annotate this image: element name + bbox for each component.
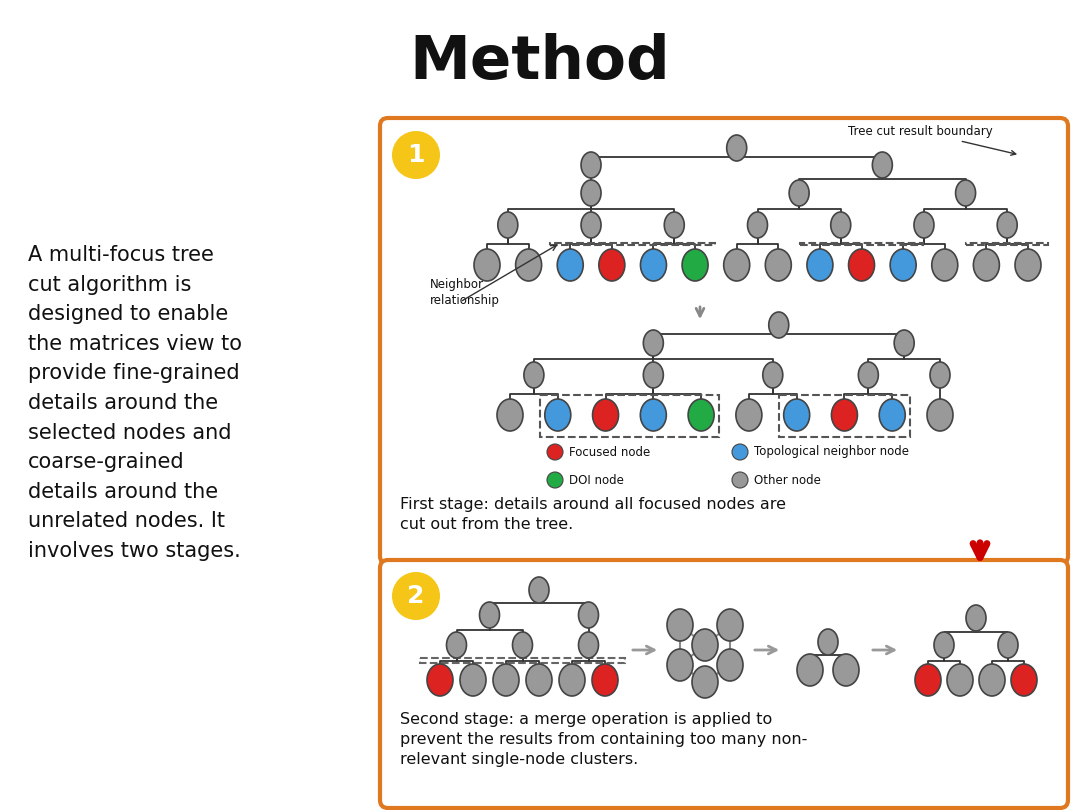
Ellipse shape bbox=[927, 399, 953, 431]
Ellipse shape bbox=[526, 664, 552, 696]
Ellipse shape bbox=[644, 362, 663, 388]
Ellipse shape bbox=[492, 664, 519, 696]
Ellipse shape bbox=[497, 399, 523, 431]
Ellipse shape bbox=[717, 649, 743, 681]
Ellipse shape bbox=[914, 212, 934, 238]
FancyBboxPatch shape bbox=[380, 560, 1068, 808]
Text: 1: 1 bbox=[407, 143, 424, 167]
Ellipse shape bbox=[515, 249, 541, 281]
Ellipse shape bbox=[593, 399, 619, 431]
Ellipse shape bbox=[932, 249, 958, 281]
Ellipse shape bbox=[460, 664, 486, 696]
Ellipse shape bbox=[894, 330, 914, 356]
Ellipse shape bbox=[956, 180, 975, 206]
Ellipse shape bbox=[727, 135, 746, 161]
Ellipse shape bbox=[873, 152, 892, 178]
Ellipse shape bbox=[579, 602, 598, 628]
Ellipse shape bbox=[890, 249, 916, 281]
Ellipse shape bbox=[640, 399, 666, 431]
Ellipse shape bbox=[766, 249, 792, 281]
Ellipse shape bbox=[797, 654, 823, 686]
FancyBboxPatch shape bbox=[380, 118, 1068, 564]
Ellipse shape bbox=[915, 664, 941, 696]
Ellipse shape bbox=[966, 605, 986, 631]
Text: First stage: details around all focused nodes are
cut out from the tree.: First stage: details around all focused … bbox=[400, 497, 786, 532]
Ellipse shape bbox=[592, 664, 618, 696]
Circle shape bbox=[732, 444, 748, 460]
Ellipse shape bbox=[789, 180, 809, 206]
Ellipse shape bbox=[947, 664, 973, 696]
Ellipse shape bbox=[973, 249, 999, 281]
Ellipse shape bbox=[581, 180, 602, 206]
Ellipse shape bbox=[997, 212, 1017, 238]
Ellipse shape bbox=[818, 629, 838, 655]
Text: Tree cut result boundary: Tree cut result boundary bbox=[848, 125, 1016, 156]
Ellipse shape bbox=[598, 249, 625, 281]
Ellipse shape bbox=[683, 249, 708, 281]
Ellipse shape bbox=[446, 632, 467, 658]
Ellipse shape bbox=[934, 632, 954, 658]
Ellipse shape bbox=[832, 399, 858, 431]
Ellipse shape bbox=[692, 629, 718, 661]
Text: 2: 2 bbox=[407, 584, 424, 608]
Ellipse shape bbox=[667, 609, 693, 641]
Circle shape bbox=[546, 444, 563, 460]
Ellipse shape bbox=[998, 632, 1018, 658]
Circle shape bbox=[546, 472, 563, 488]
Ellipse shape bbox=[474, 249, 500, 281]
Ellipse shape bbox=[581, 152, 602, 178]
Ellipse shape bbox=[1015, 249, 1041, 281]
Ellipse shape bbox=[524, 362, 544, 388]
Ellipse shape bbox=[664, 212, 685, 238]
Text: Second stage: a merge operation is applied to
prevent the results from containin: Second stage: a merge operation is appli… bbox=[400, 712, 808, 766]
Ellipse shape bbox=[769, 312, 788, 338]
Ellipse shape bbox=[579, 632, 598, 658]
Ellipse shape bbox=[762, 362, 783, 388]
Text: A multi-focus tree
cut algorithm is
designed to enable
the matrices view to
prov: A multi-focus tree cut algorithm is desi… bbox=[28, 245, 242, 561]
Ellipse shape bbox=[559, 664, 585, 696]
Text: Neighbor
relationship: Neighbor relationship bbox=[430, 278, 500, 307]
Ellipse shape bbox=[1011, 664, 1037, 696]
Ellipse shape bbox=[807, 249, 833, 281]
Circle shape bbox=[392, 131, 440, 179]
Ellipse shape bbox=[831, 212, 851, 238]
Ellipse shape bbox=[688, 399, 714, 431]
Ellipse shape bbox=[529, 577, 549, 603]
Ellipse shape bbox=[513, 632, 532, 658]
Circle shape bbox=[732, 472, 748, 488]
Circle shape bbox=[392, 572, 440, 620]
Ellipse shape bbox=[544, 399, 570, 431]
Ellipse shape bbox=[724, 249, 750, 281]
Ellipse shape bbox=[978, 664, 1005, 696]
Ellipse shape bbox=[427, 664, 453, 696]
Ellipse shape bbox=[557, 249, 583, 281]
Text: DOI node: DOI node bbox=[569, 474, 624, 487]
Text: Other node: Other node bbox=[754, 474, 821, 487]
Ellipse shape bbox=[644, 330, 663, 356]
Ellipse shape bbox=[784, 399, 810, 431]
Ellipse shape bbox=[849, 249, 875, 281]
Ellipse shape bbox=[498, 212, 517, 238]
Ellipse shape bbox=[717, 609, 743, 641]
Text: Focused node: Focused node bbox=[569, 446, 650, 458]
Ellipse shape bbox=[667, 649, 693, 681]
Ellipse shape bbox=[833, 654, 859, 686]
Ellipse shape bbox=[930, 362, 950, 388]
Text: Topological neighbor node: Topological neighbor node bbox=[754, 446, 909, 458]
Ellipse shape bbox=[640, 249, 666, 281]
Ellipse shape bbox=[879, 399, 905, 431]
Ellipse shape bbox=[747, 212, 768, 238]
Ellipse shape bbox=[692, 666, 718, 698]
Ellipse shape bbox=[735, 399, 761, 431]
Ellipse shape bbox=[859, 362, 878, 388]
Ellipse shape bbox=[581, 212, 602, 238]
Text: Method: Method bbox=[409, 32, 671, 92]
Ellipse shape bbox=[480, 602, 499, 628]
